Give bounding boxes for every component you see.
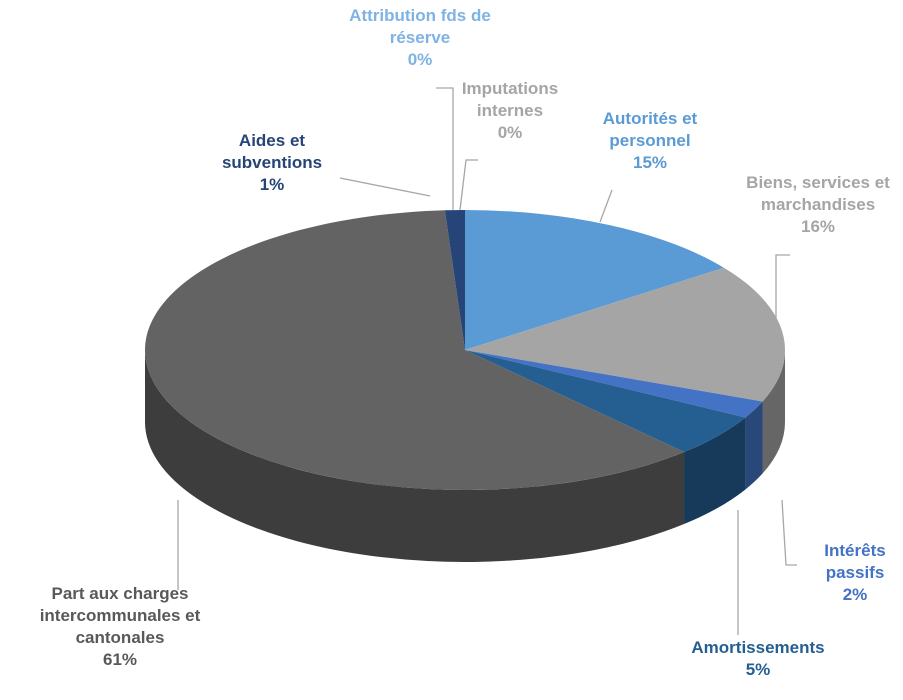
value-label: 61% [102,650,138,669]
leader-line [781,499,797,566]
data-label: Amortissements 5% [668,637,848,681]
slice-side [762,350,785,474]
value-label: 0% [497,123,523,142]
value-label: 0% [407,50,433,69]
data-label: Biens, services et marchandises 16% [736,172,901,238]
slice [465,350,763,418]
slice [444,210,465,350]
leader-line [459,159,478,211]
data-label: Attribution fds de réserve 0% [348,5,493,71]
data-label: Imputations internes 0% [450,78,570,144]
value-label: 15% [632,153,668,172]
slice-side [145,350,685,562]
leader-line [775,254,790,328]
category-label: Intérêts passifs [824,541,886,582]
slice [465,210,724,350]
leader-lines [177,87,797,635]
category-label: Part aux charges intercommunales et cant… [39,584,201,647]
slice [465,267,785,402]
value-label: 16% [800,217,836,236]
category-label: Aides et subventions [221,131,323,172]
slice-side [684,417,746,525]
category-label: Attribution fds de réserve [349,6,491,47]
slice [145,210,685,491]
leader-line [599,189,613,223]
data-label: Aides et subventions 1% [212,130,332,196]
category-label: Amortissements [691,638,825,657]
leader-line [339,177,431,197]
category-label: Imputations internes [461,79,559,120]
slice [465,350,746,453]
category-label: Autorités et personnel [602,109,698,150]
category-label: Biens, services et marchandises [746,173,890,214]
value-label: 5% [745,660,771,679]
value-label: 2% [842,585,868,604]
value-label: 1% [259,175,285,194]
slice-side [745,401,763,490]
leader-line [436,87,454,210]
data-label: Autorités et personnel 15% [585,108,715,174]
data-label: Intérêts passifs 2% [813,540,898,606]
data-label: Part aux charges intercommunales et cant… [15,583,225,671]
